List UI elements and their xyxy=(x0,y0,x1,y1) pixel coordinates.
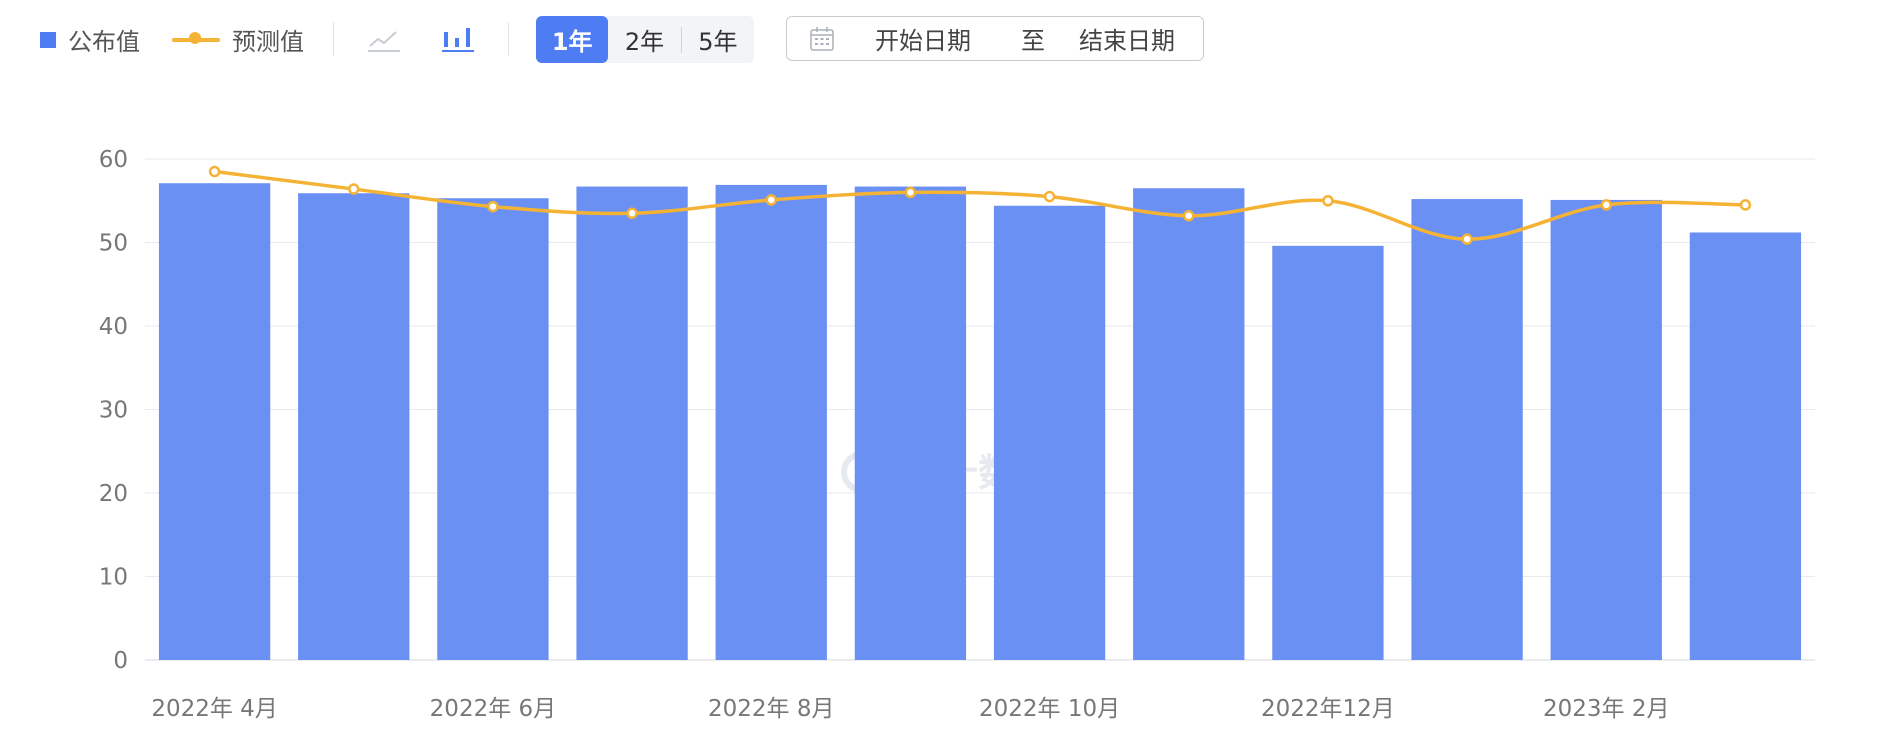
y-tick-label: 40 xyxy=(99,314,128,340)
range-button-1y[interactable]: 1年 xyxy=(536,16,609,63)
forecast-point[interactable] xyxy=(1739,199,1752,211)
forecast-point[interactable] xyxy=(487,200,499,213)
x-axis: 2022年 4月 2022年 6月 2022年 8月 2022年 10月 2022年12… xyxy=(151,696,1669,722)
line-series xyxy=(208,165,1752,245)
range-button-5y[interactable]: 5年 xyxy=(698,28,738,56)
y-tick-label: 0 xyxy=(113,648,128,674)
bar[interactable] xyxy=(437,198,549,660)
legend-item-published[interactable]: 公布值 xyxy=(40,22,140,57)
forecast-point[interactable] xyxy=(1461,233,1473,245)
forecast-point[interactable] xyxy=(1043,190,1056,203)
bar[interactable] xyxy=(854,186,967,660)
forecast-point[interactable] xyxy=(1322,195,1334,207)
x-tick-label: 2022年 10月 xyxy=(979,696,1120,722)
date-range-separator: 至 xyxy=(1021,27,1045,55)
legend-square-icon xyxy=(40,31,56,48)
x-tick-label: 2022年12月 xyxy=(1261,696,1395,722)
y-tick-label: 20 xyxy=(99,481,128,507)
bar[interactable] xyxy=(1411,199,1523,660)
bar[interactable] xyxy=(298,193,410,661)
forecast-point[interactable] xyxy=(1600,199,1612,211)
bar[interactable] xyxy=(1550,199,1662,661)
bar[interactable] xyxy=(1272,245,1384,660)
line-chart-button[interactable] xyxy=(366,20,406,56)
toolbar-divider xyxy=(508,22,509,56)
bar-chart-icon xyxy=(442,28,474,52)
forecast-point[interactable] xyxy=(348,183,360,195)
x-tick-label: 2022年 4月 xyxy=(151,696,277,722)
y-tick-label: 50 xyxy=(99,231,128,257)
legend-label-forecast: 预测值 xyxy=(232,28,304,56)
bar-series xyxy=(158,183,1802,661)
bar[interactable] xyxy=(1133,188,1245,660)
range-separator xyxy=(680,26,682,53)
forecast-line xyxy=(214,169,1746,241)
y-axis: 0 10 20 30 40 50 60 xyxy=(99,147,128,674)
calendar-icon xyxy=(810,26,834,51)
grid-lines xyxy=(145,158,1815,661)
y-tick-label: 60 xyxy=(99,147,128,173)
toolbar-divider xyxy=(333,22,334,56)
bar-chart-button[interactable] xyxy=(440,20,480,56)
x-tick-label: 2023年 2月 xyxy=(1543,696,1669,722)
legend-line-icon xyxy=(172,31,220,44)
range-button-2y[interactable]: 2年 xyxy=(624,28,665,56)
forecast-point[interactable] xyxy=(904,186,917,199)
x-tick-label: 2022年 6月 xyxy=(430,696,556,722)
x-tick-label: 2022年 8月 xyxy=(708,696,834,722)
bar[interactable] xyxy=(993,205,1106,660)
forecast-point[interactable] xyxy=(765,194,777,206)
forecast-point[interactable] xyxy=(1183,210,1195,222)
start-date-input[interactable]: 开始日期 xyxy=(875,27,971,55)
y-tick-label: 10 xyxy=(99,565,128,591)
line-chart-icon xyxy=(368,31,400,52)
bar[interactable] xyxy=(158,183,271,660)
y-tick-label: 30 xyxy=(99,398,128,424)
legend-label-published: 公布值 xyxy=(68,28,140,56)
forecast-point[interactable] xyxy=(208,165,221,178)
bar[interactable] xyxy=(1689,232,1802,661)
range-selector: 1年 2年 5年 xyxy=(536,16,754,63)
legend-item-forecast[interactable]: 预测值 xyxy=(172,22,304,57)
bar[interactable] xyxy=(576,186,688,660)
bar[interactable] xyxy=(715,184,827,660)
forecast-point[interactable] xyxy=(626,207,638,220)
date-range-picker[interactable]: 开始日期 至 结束日期 xyxy=(786,16,1204,61)
end-date-input[interactable]: 结束日期 xyxy=(1079,27,1175,55)
chart-toolbar: 公布值 预测值 1年 2年 5年 xyxy=(0,0,1888,80)
